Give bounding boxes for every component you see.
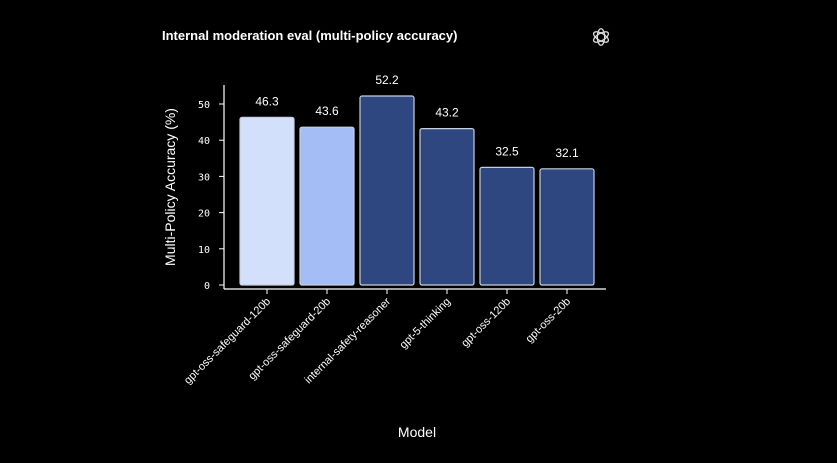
bar [239,116,295,286]
bars: 46.3 43.6 52.2 43.2 32.5 32.1 [239,73,595,286]
x-axis-title: Model [398,424,436,440]
x-axis: gpt-oss-safeguard-120bgpt-oss-safeguard-… [182,288,606,387]
y-tick-label: 50 [198,100,210,111]
data-label: 43.2 [435,106,459,120]
y-axis: 0 10 20 30 40 50 [198,85,225,292]
data-label: 43.6 [315,104,339,118]
y-tick-label: 40 [198,136,210,147]
bar [299,126,355,286]
x-tick-label: gpt-5-thinking [398,296,454,352]
bar [419,128,475,286]
x-tick-label: gpt-oss-120b [459,296,513,350]
data-label: 32.5 [495,144,519,158]
data-label: 46.3 [255,94,279,108]
chart-title: Internal moderation eval (multi-policy a… [162,28,458,43]
bar [479,166,535,286]
data-label: 52.2 [375,73,399,87]
y-tick-label: 30 [198,172,210,183]
openai-logo-icon [592,28,610,46]
y-tick-label: 10 [198,245,210,256]
data-label: 32.1 [555,146,579,160]
bar [359,95,415,286]
y-tick-label: 20 [198,209,210,220]
bar [539,168,595,286]
y-axis-title: Multi-Policy Accuracy (%) [162,108,178,266]
x-tick-label: gpt-oss-20b [524,296,574,346]
y-tick-label: 0 [204,281,210,292]
